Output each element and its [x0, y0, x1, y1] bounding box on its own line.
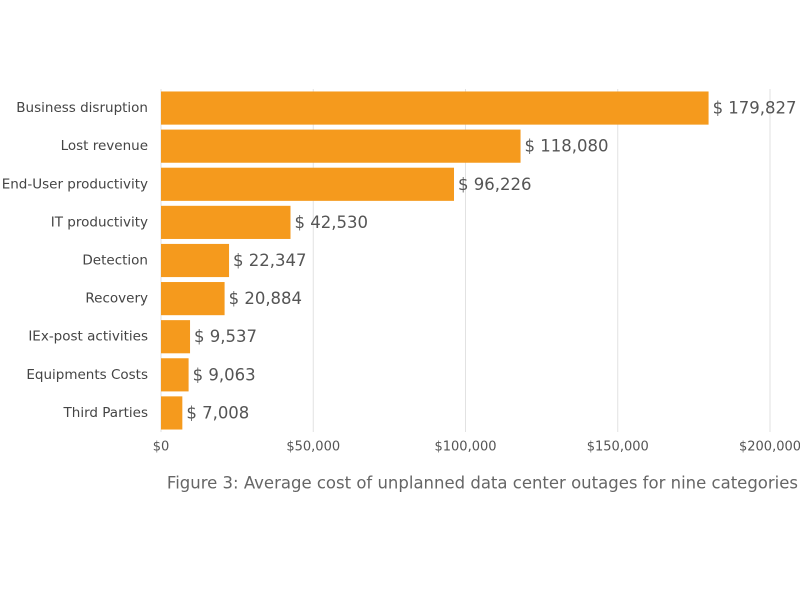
value-label: $ 118,080	[525, 137, 609, 156]
chart-caption: Figure 3: Average cost of unplanned data…	[167, 474, 798, 493]
value-label: $ 96,226	[458, 175, 531, 194]
value-label: $ 179,827	[713, 99, 797, 118]
value-label: $ 9,063	[193, 365, 256, 384]
x-tick-label: $150,000	[587, 440, 649, 455]
y-tick-label: Equipments Costs	[26, 367, 148, 383]
y-tick-label: Detection	[82, 253, 148, 269]
bar	[161, 91, 709, 125]
y-tick-label: Third Parties	[63, 405, 148, 421]
y-tick-label: IEx-post activities	[28, 329, 148, 345]
bar	[161, 205, 291, 239]
y-tick-label: Recovery	[85, 291, 148, 307]
y-tick-label: End-User productivity	[2, 176, 148, 192]
value-label: $ 9,537	[194, 327, 257, 346]
bar	[161, 129, 521, 163]
y-tick-label: IT productivity	[51, 214, 148, 230]
bar	[161, 358, 189, 392]
bar	[161, 243, 230, 278]
bar	[161, 396, 183, 430]
bar	[161, 167, 455, 201]
bar	[161, 282, 225, 316]
y-tick-label: Business disruption	[16, 100, 148, 116]
x-tick-label: $50,000	[286, 440, 340, 455]
value-label: $ 42,530	[295, 213, 368, 232]
x-tick-label: $100,000	[434, 440, 496, 455]
bar	[161, 320, 191, 354]
value-label: $ 20,884	[229, 289, 302, 308]
value-label: $ 7,008	[186, 403, 249, 422]
x-tick-label: $200,000	[739, 440, 800, 455]
y-tick-label: Lost revenue	[61, 138, 148, 154]
value-label: $ 22,347	[233, 251, 306, 270]
x-tick-label: $0	[153, 440, 170, 455]
